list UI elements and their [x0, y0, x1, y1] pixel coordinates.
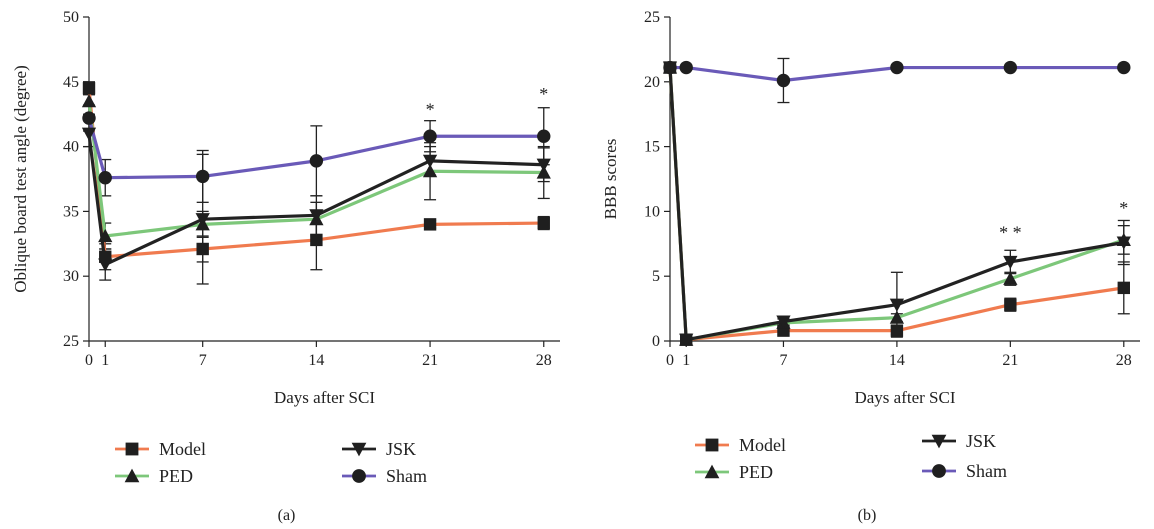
point-model	[1117, 281, 1130, 295]
y-tick-label: 10	[644, 203, 660, 220]
point-jsk	[776, 315, 791, 329]
x-tick-label: 1	[682, 352, 690, 369]
legend-marker	[124, 468, 140, 483]
significance-annotation: *	[539, 84, 548, 104]
series-line-model	[87, 88, 544, 259]
point-model	[82, 82, 96, 95]
y-tick-label: 25	[644, 9, 660, 26]
point-jsk	[679, 333, 694, 347]
legend-marker	[351, 442, 367, 457]
x-tick-label: 14	[889, 352, 905, 369]
y-tick-label: 15	[644, 139, 660, 156]
point-model	[196, 242, 209, 256]
x-tick-label: 21	[422, 352, 438, 369]
legend-label: Model	[739, 435, 786, 455]
y-tick-label: 0	[652, 333, 660, 350]
point-sham	[98, 171, 112, 185]
y-tick-label: 35	[63, 203, 79, 220]
point-jsk	[536, 158, 551, 172]
point-jsk	[98, 258, 113, 272]
legend-label: PED	[739, 462, 773, 482]
point-sham	[663, 60, 677, 75]
y-tick-label: 25	[63, 333, 79, 350]
point-jsk	[81, 127, 97, 141]
x-tick-label: 21	[1002, 352, 1018, 369]
legend-marker	[931, 434, 947, 449]
legend-label: JSK	[386, 439, 416, 459]
point-sham	[423, 129, 437, 143]
point-jsk	[889, 298, 905, 312]
point-ped	[889, 310, 905, 324]
point-ped	[536, 165, 551, 179]
legend-label: Sham	[386, 466, 427, 486]
point-jsk	[1003, 255, 1018, 270]
x-tick-label: 7	[779, 352, 787, 369]
x-axis-title: Days after SCI	[854, 388, 955, 407]
x-tick-label: 28	[536, 352, 552, 369]
legend-label: JSK	[966, 431, 996, 451]
point-ped	[422, 164, 438, 178]
y-axis-title: Oblique board test angle (degree)	[11, 65, 30, 293]
point-jsk	[422, 154, 438, 168]
series-line-jsk	[668, 67, 1125, 342]
x-tick-label: 14	[308, 352, 324, 369]
y-tick-label: 30	[63, 268, 79, 285]
x-tick-label: 0	[85, 352, 93, 369]
y-axis-title: BBB scores	[601, 139, 620, 220]
point-sham	[679, 60, 693, 75]
y-tick-label: 50	[63, 9, 79, 26]
x-tick-label: 1	[101, 352, 109, 369]
legend-marker	[704, 464, 720, 479]
point-sham	[309, 154, 324, 168]
legend-marker	[932, 464, 946, 478]
legend-label: Sham	[966, 461, 1007, 481]
point-jsk	[195, 213, 210, 227]
legend-marker	[125, 442, 139, 456]
series-line-sham	[87, 117, 544, 180]
point-sham	[890, 60, 904, 75]
y-tick-label: 20	[644, 74, 660, 91]
legend-label: PED	[159, 466, 193, 486]
point-sham	[195, 169, 210, 184]
legend-label: Model	[159, 439, 206, 459]
significance-annotation: * *	[999, 223, 1022, 243]
legend-marker	[705, 438, 719, 452]
point-sham	[1117, 60, 1131, 75]
point-jsk	[1116, 236, 1131, 250]
point-model	[537, 216, 550, 230]
legend-marker	[352, 469, 366, 483]
panel-label: (b)	[858, 507, 877, 524]
point-sham	[1003, 60, 1018, 75]
panel-a: 25 30 35 40 45 50 0 1 7 14 21 28 Days after SCI Obliq…	[11, 9, 560, 524]
point-sham	[537, 129, 551, 143]
x-tick-label: 7	[199, 352, 207, 369]
series-line-ped	[87, 101, 544, 238]
panel-label: (a)	[278, 507, 296, 524]
y-tick-label: 5	[652, 268, 660, 285]
point-sham	[776, 73, 791, 88]
x-tick-label: 28	[1116, 352, 1132, 369]
point-model	[1004, 298, 1017, 311]
point-ped	[98, 228, 113, 243]
y-tick-label: 45	[63, 74, 79, 91]
point-ped	[1003, 271, 1018, 285]
y-tick-label: 40	[63, 139, 79, 156]
significance-annotation: *	[426, 99, 435, 119]
point-model	[423, 218, 437, 231]
point-model	[890, 324, 904, 337]
x-tick-label: 0	[666, 352, 674, 369]
series-line-jsk	[87, 133, 544, 267]
point-sham	[82, 111, 96, 125]
point-model	[310, 233, 323, 247]
significance-annotation: *	[1119, 198, 1128, 218]
point-ped	[81, 94, 97, 108]
x-axis-title: Days after SCI	[274, 388, 375, 407]
point-jsk	[309, 209, 324, 223]
